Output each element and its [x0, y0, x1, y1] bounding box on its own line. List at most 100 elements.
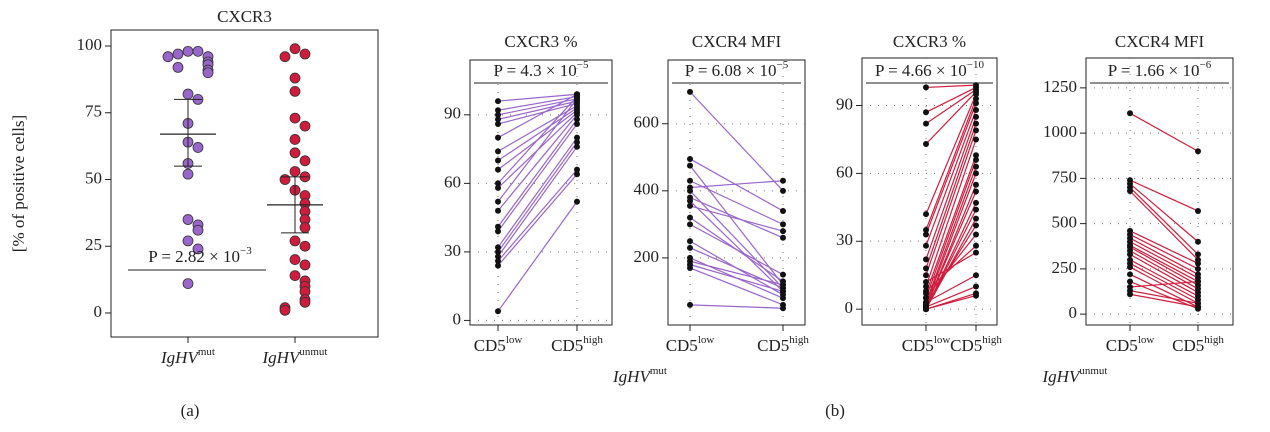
pair-line: [1129, 186, 1199, 255]
data-point: [780, 187, 786, 194]
data-point: [1127, 251, 1133, 258]
data-point: [687, 197, 693, 204]
data-point: [495, 223, 501, 230]
data-point: [973, 283, 979, 290]
y-tick-label: 50: [85, 168, 102, 187]
y-tick-label: 60: [836, 162, 853, 181]
data-point: [973, 156, 979, 163]
data-point: [289, 86, 301, 97]
pair-line: [1129, 244, 1199, 283]
data-point: [923, 211, 929, 218]
pair-line: [925, 84, 977, 89]
plot-frame: [667, 59, 806, 326]
x-tick-label: CD5low: [902, 334, 951, 355]
data-point: [780, 221, 786, 228]
data-point: [1127, 271, 1133, 278]
y-tick-label: 750: [1052, 167, 1078, 186]
data-point: [495, 308, 501, 315]
data-point: [182, 45, 194, 57]
pair-line: [925, 89, 977, 125]
data-point: [299, 240, 311, 252]
data-point: [1127, 110, 1133, 117]
group-label-base: IgHV: [612, 367, 652, 386]
pair-line: [689, 247, 784, 289]
data-point: [279, 51, 291, 63]
y-tick-label: 200: [634, 247, 660, 266]
data-point: [495, 207, 501, 214]
pair-line: [1129, 237, 1199, 275]
pair-line: [689, 180, 784, 189]
data-point: [495, 107, 501, 114]
data-point: [574, 95, 580, 102]
pair-line: [925, 218, 977, 310]
data-point: [162, 51, 174, 63]
data-point: [923, 279, 929, 286]
plot-frame: [1085, 57, 1234, 326]
data-point: [495, 157, 501, 164]
x-tick-label-sup: high: [583, 334, 603, 346]
data-point: [923, 84, 929, 91]
data-point: [495, 258, 501, 265]
data-point: [192, 243, 204, 255]
data-point: [780, 271, 786, 278]
data-point: [289, 43, 301, 55]
data-point: [574, 139, 580, 146]
x-tick-label: CD5low: [474, 334, 523, 355]
data-point: [780, 228, 786, 235]
data-point: [289, 134, 301, 145]
data-point: [687, 202, 693, 209]
data-point: [973, 152, 979, 159]
x-tick-label-sup: high: [789, 334, 809, 346]
pair-line: [1129, 262, 1199, 301]
x-tick-label-sup: low: [934, 334, 951, 346]
data-point: [1195, 265, 1201, 272]
data-point: [495, 198, 501, 205]
x-tick-label-sup: high: [982, 334, 1002, 346]
data-point: [923, 288, 929, 295]
data-point: [687, 155, 693, 162]
pair-line: [497, 119, 578, 228]
data-point: [923, 294, 929, 301]
pair-line: [689, 91, 784, 192]
data-point: [687, 214, 693, 221]
x-tick-label-base: CD5: [1106, 336, 1138, 355]
pair-line: [689, 223, 784, 276]
pair-line: [1129, 266, 1199, 304]
data-point: [574, 120, 580, 127]
data-point: [289, 270, 301, 282]
pair-line: [1129, 230, 1199, 264]
data-point: [299, 120, 311, 132]
p-value-sup: −3: [240, 245, 252, 257]
pair-line: [689, 158, 784, 212]
pair-line: [689, 196, 784, 239]
pair-line: [925, 245, 977, 292]
data-point: [973, 222, 979, 229]
data-point: [973, 249, 979, 256]
pair-line: [497, 137, 578, 248]
y-tick-label: 0: [94, 302, 103, 321]
y-tick-label: 1250: [1043, 77, 1077, 96]
pair-line: [1129, 190, 1199, 261]
data-point: [1127, 188, 1133, 195]
pair-line: [925, 109, 977, 247]
pair-line: [689, 304, 784, 309]
data-point: [923, 256, 929, 263]
plot-frame: [861, 57, 998, 326]
data-point: [1195, 148, 1201, 155]
y-tick-label: 250: [1052, 258, 1078, 277]
y-tick-label: 60: [444, 172, 461, 191]
pair-line: [689, 190, 784, 289]
data-point: [182, 88, 194, 100]
data-point: [574, 111, 580, 118]
data-point: [1195, 207, 1201, 214]
data-point: [687, 238, 693, 245]
x-tick-label: CD5high: [757, 334, 809, 355]
data-point: [182, 235, 194, 247]
data-point: [973, 120, 979, 127]
data-point: [973, 113, 979, 120]
data-point: [780, 177, 786, 184]
data-point: [299, 48, 311, 60]
x-tick-label: CD5low: [1106, 334, 1155, 355]
data-point: [973, 100, 979, 107]
